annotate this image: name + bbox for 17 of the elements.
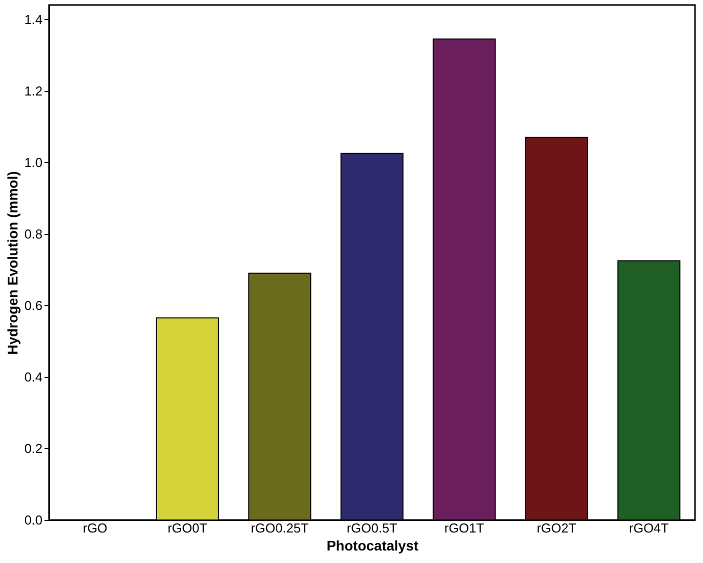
x-tick-label: rGO1T xyxy=(444,520,484,536)
y-tick-label: 0.4 xyxy=(24,369,42,384)
y-tick-label: 1.0 xyxy=(24,154,42,170)
y-tick-label: 0.6 xyxy=(24,298,42,313)
y-tick-label: 1.2 xyxy=(24,83,42,98)
x-tick-label: rGO2T xyxy=(536,520,576,536)
x-tick-label: rGO4T xyxy=(628,520,669,536)
x-axis-title: Photocatalyst xyxy=(326,538,419,554)
y-tick-label: 1.4 xyxy=(24,12,42,27)
x-tick-label: rGO0.5T xyxy=(346,520,398,536)
y-tick-label: 0.0 xyxy=(24,512,42,528)
x-tick-label: rGO xyxy=(82,520,108,536)
x-tick-label: rGO0T xyxy=(168,520,208,536)
x-tick-label: rGO0.25T xyxy=(250,520,309,536)
y-tick-label: 0.2 xyxy=(24,440,42,456)
y-axis-title: Hydrogen Evolution (mmol) xyxy=(4,171,20,355)
y-tick-label: 0.8 xyxy=(24,226,42,242)
